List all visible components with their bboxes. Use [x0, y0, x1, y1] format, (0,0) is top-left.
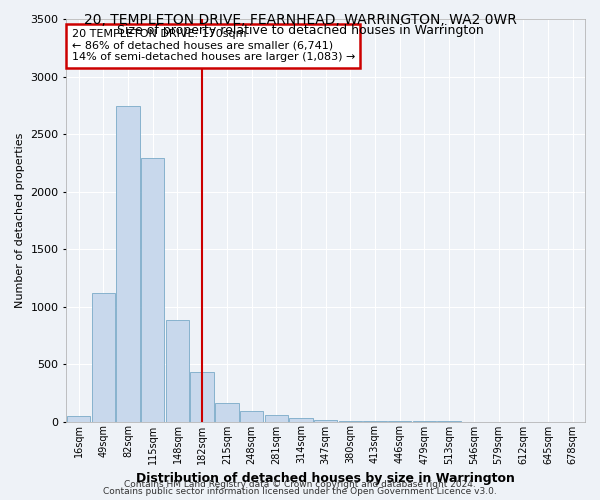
Bar: [116, 106, 140, 422]
Bar: [67, 416, 91, 422]
Bar: [166, 320, 189, 422]
Bar: [141, 158, 164, 421]
Bar: [240, 410, 263, 422]
Bar: [338, 420, 362, 422]
X-axis label: Distribution of detached houses by size in Warrington: Distribution of detached houses by size …: [136, 472, 515, 485]
Bar: [289, 418, 313, 422]
Bar: [265, 415, 288, 422]
Bar: [314, 420, 337, 422]
Text: 20 TEMPLETON DRIVE: 170sqm
← 86% of detached houses are smaller (6,741)
14% of s: 20 TEMPLETON DRIVE: 170sqm ← 86% of deta…: [71, 29, 355, 62]
Bar: [215, 402, 239, 421]
Text: Contains HM Land Registry data © Crown copyright and database right 2024.: Contains HM Land Registry data © Crown c…: [124, 480, 476, 489]
Y-axis label: Number of detached properties: Number of detached properties: [15, 132, 25, 308]
Text: Contains public sector information licensed under the Open Government Licence v3: Contains public sector information licen…: [103, 488, 497, 496]
Text: 20, TEMPLETON DRIVE, FEARNHEAD, WARRINGTON, WA2 0WR: 20, TEMPLETON DRIVE, FEARNHEAD, WARRINGT…: [83, 12, 517, 26]
Bar: [190, 372, 214, 422]
Text: Size of property relative to detached houses in Warrington: Size of property relative to detached ho…: [116, 24, 484, 37]
Bar: [92, 292, 115, 422]
